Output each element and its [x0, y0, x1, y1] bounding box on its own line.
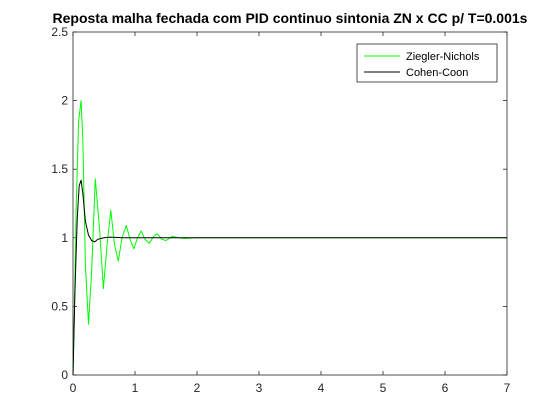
axes-box	[72, 31, 508, 376]
x-tick-label: 7	[504, 381, 511, 395]
y-tick-label: 0	[61, 368, 68, 382]
legend: Ziegler-Nichols Cohen-Coon	[356, 43, 498, 83]
x-tick-label: 3	[256, 381, 263, 395]
x-axis: 0 1 2 3 4 5 6 7	[70, 32, 511, 395]
y-tick-label: 0.5	[51, 299, 68, 313]
y-axis: 0 0.5 1 1.5 2 2.5	[51, 25, 507, 382]
x-tick-label: 2	[194, 381, 201, 395]
y-tick-label: 1.5	[51, 162, 68, 176]
x-tick-label: 5	[380, 381, 387, 395]
series-line-cohen-coon	[72, 179, 507, 376]
series-lines	[72, 100, 507, 376]
x-tick-label: 6	[442, 381, 449, 395]
y-tick-label: 1	[61, 231, 68, 245]
legend-label-cohen-coon: Cohen-Coon	[406, 67, 468, 79]
chart-title: Reposta malha fechada com PID continuo s…	[53, 10, 528, 26]
legend-label-ziegler-nichols: Ziegler-Nichols	[406, 51, 480, 63]
y-tick-label: 2.5	[51, 25, 68, 39]
x-tick-label: 0	[70, 381, 77, 395]
x-tick-label: 4	[318, 381, 325, 395]
x-tick-label: 1	[132, 381, 139, 395]
plot-area: 0 1 2 3 4 5 6 7 0 0.5 1 1.5 2 2.5	[51, 25, 510, 395]
y-tick-label: 2	[61, 94, 68, 108]
legend-box	[356, 43, 498, 83]
